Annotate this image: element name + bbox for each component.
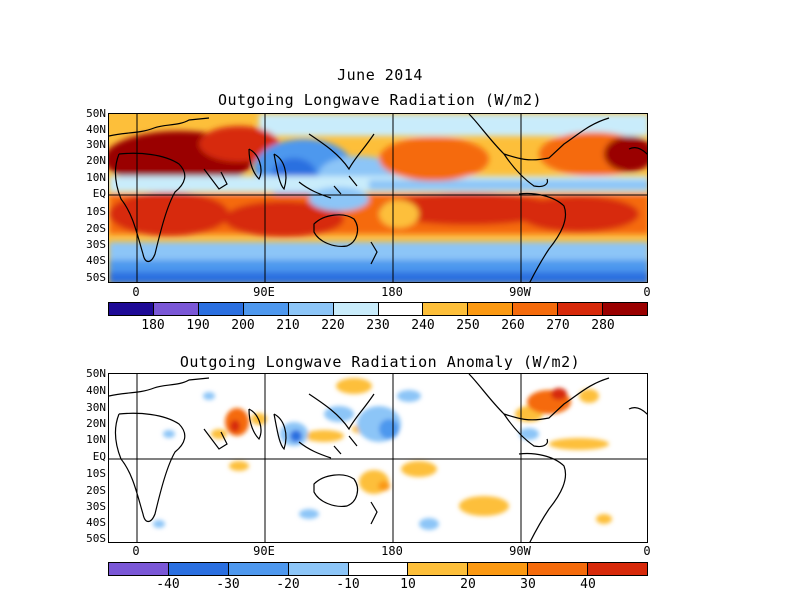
- month-title: June 2014: [337, 66, 423, 84]
- lon-label: 0: [643, 544, 651, 558]
- lat-label: 10S: [86, 205, 106, 218]
- colorbar-label: -40: [156, 577, 180, 592]
- colorbar-swatch: [288, 563, 349, 575]
- colorbar-label: 40: [580, 577, 596, 592]
- colorbar-swatch: [408, 563, 469, 575]
- colorbar-swatch: [528, 563, 589, 575]
- colorbar-swatch: [348, 563, 409, 575]
- olr-colorbar: [108, 302, 648, 316]
- colorbar-label: 240: [411, 318, 435, 333]
- lat-label: 30S: [86, 238, 106, 251]
- colorbar-swatch: [198, 303, 244, 315]
- colorbar-label: 20: [460, 577, 476, 592]
- colorbar-swatch: [558, 303, 604, 315]
- lat-label: 40S: [86, 254, 106, 267]
- lon-label: 90E: [253, 285, 275, 299]
- lat-label: 10N: [86, 433, 106, 446]
- colorbar-label: 230: [366, 318, 390, 333]
- lat-label: EQ: [92, 450, 106, 463]
- colorbar-swatch: [423, 303, 469, 315]
- lon-label: 180: [381, 285, 403, 299]
- colorbar-label: 220: [321, 318, 345, 333]
- colorbar-label: 200: [231, 318, 255, 333]
- lat-label: 30S: [86, 500, 106, 513]
- anomaly-map-title: Outgoing Longwave Radiation Anomaly (W/m…: [179, 353, 581, 371]
- lat-label: 40N: [86, 123, 106, 136]
- colorbar-swatch: [243, 303, 289, 315]
- colorbar-label: 270: [546, 318, 570, 333]
- lat-label: 50N: [86, 367, 106, 380]
- lat-label: 30N: [86, 138, 106, 151]
- coastlines: [109, 114, 647, 282]
- colorbar-swatch: [468, 563, 529, 575]
- colorbar-label: 260: [501, 318, 525, 333]
- colorbar-label: 180: [141, 318, 165, 333]
- colorbar-label: -10: [336, 577, 360, 592]
- lon-label: 180: [381, 544, 403, 558]
- colorbar-swatch: [603, 303, 648, 315]
- lon-label: 0: [132, 285, 140, 299]
- colorbar-swatch: [333, 303, 379, 315]
- colorbar-swatch: [153, 303, 199, 315]
- colorbar-label: -30: [216, 577, 240, 592]
- lat-label: 50N: [86, 107, 106, 120]
- lat-label: 20S: [86, 222, 106, 235]
- lat-label: 10N: [86, 171, 106, 184]
- olr-map: [108, 113, 648, 283]
- colorbar-swatch: [168, 563, 229, 575]
- colorbar-swatch: [513, 303, 559, 315]
- lat-label: 30N: [86, 401, 106, 414]
- coastlines: [109, 374, 647, 542]
- lat-label: 20N: [86, 417, 106, 430]
- colorbar-swatch: [228, 563, 289, 575]
- olr-anomaly-map: [108, 373, 648, 543]
- lat-label: 40S: [86, 516, 106, 529]
- lon-label: 0: [132, 544, 140, 558]
- colorbar-label: 30: [520, 577, 536, 592]
- colorbar-swatch: [109, 303, 154, 315]
- colorbar-label: 190: [186, 318, 210, 333]
- lon-label: 0: [643, 285, 651, 299]
- colorbar-label: 280: [591, 318, 615, 333]
- anomaly-colorbar: [108, 562, 648, 576]
- lat-label: 20N: [86, 154, 106, 167]
- colorbar-label: 250: [456, 318, 480, 333]
- lon-label: 90W: [509, 544, 531, 558]
- colorbar-swatch: [588, 563, 648, 575]
- lat-label: 10S: [86, 467, 106, 480]
- colorbar-swatch: [109, 563, 169, 575]
- lat-label: EQ: [92, 187, 106, 200]
- lat-label: 40N: [86, 384, 106, 397]
- lat-label: 50S: [86, 532, 106, 545]
- colorbar-swatch: [468, 303, 514, 315]
- top-map-title: Outgoing Longwave Radiation (W/m2): [217, 91, 543, 109]
- lat-label: 20S: [86, 484, 106, 497]
- colorbar-swatch: [378, 303, 424, 315]
- map-grid: [109, 114, 647, 282]
- map-grid: [109, 374, 647, 542]
- colorbar-label: 10: [400, 577, 416, 592]
- olr-anomaly-field: [109, 374, 647, 542]
- colorbar-swatch: [288, 303, 334, 315]
- colorbar-label: 210: [276, 318, 300, 333]
- olr-field: [109, 114, 647, 282]
- lon-label: 90E: [253, 544, 275, 558]
- colorbar-label: -20: [276, 577, 300, 592]
- lat-label: 50S: [86, 271, 106, 284]
- lon-label: 90W: [509, 285, 531, 299]
